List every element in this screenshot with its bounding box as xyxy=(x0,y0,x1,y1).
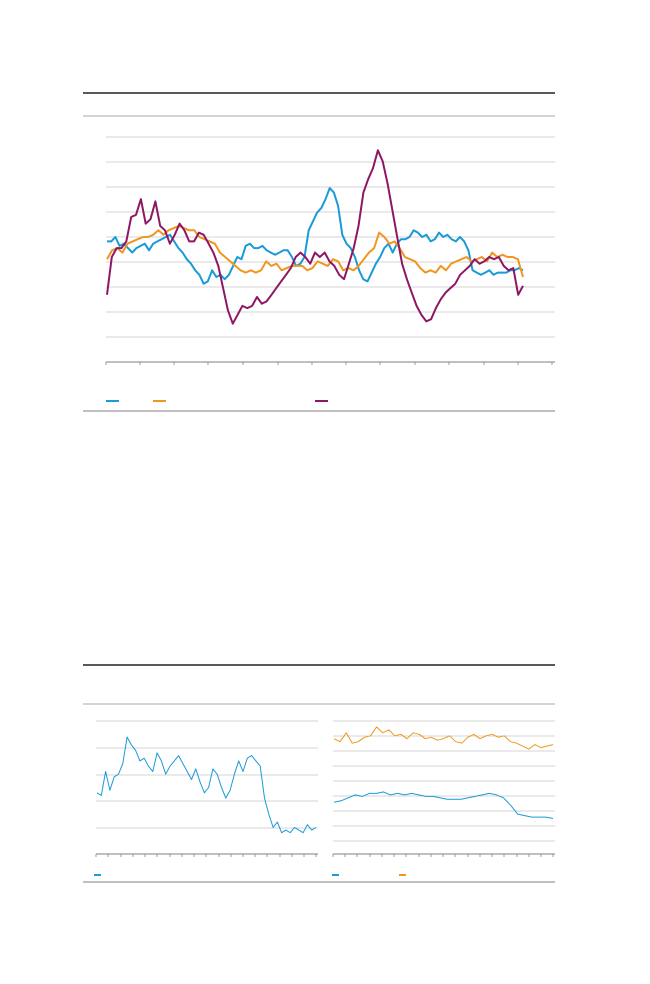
top-chart-grid xyxy=(106,136,555,338)
series-line-0 xyxy=(107,187,524,285)
series-line-0 xyxy=(333,726,554,750)
top-chart xyxy=(83,92,555,412)
series-line-1 xyxy=(106,224,524,278)
top-chart-series xyxy=(106,149,524,325)
left-panel-grid xyxy=(96,720,318,829)
series-line-2 xyxy=(106,149,524,325)
bottom-figure xyxy=(83,664,555,883)
right-panel-grid xyxy=(333,720,555,842)
left-panel-x-ticks xyxy=(95,854,317,857)
left-panel-series xyxy=(96,736,317,834)
right-panel xyxy=(332,720,555,876)
series-line-1 xyxy=(333,791,554,819)
top-chart-x-ticks xyxy=(105,362,553,365)
right-panel-x-ticks xyxy=(332,854,554,857)
series-line-0 xyxy=(96,736,317,834)
right-panel-series xyxy=(333,726,554,819)
left-panel xyxy=(94,720,318,876)
